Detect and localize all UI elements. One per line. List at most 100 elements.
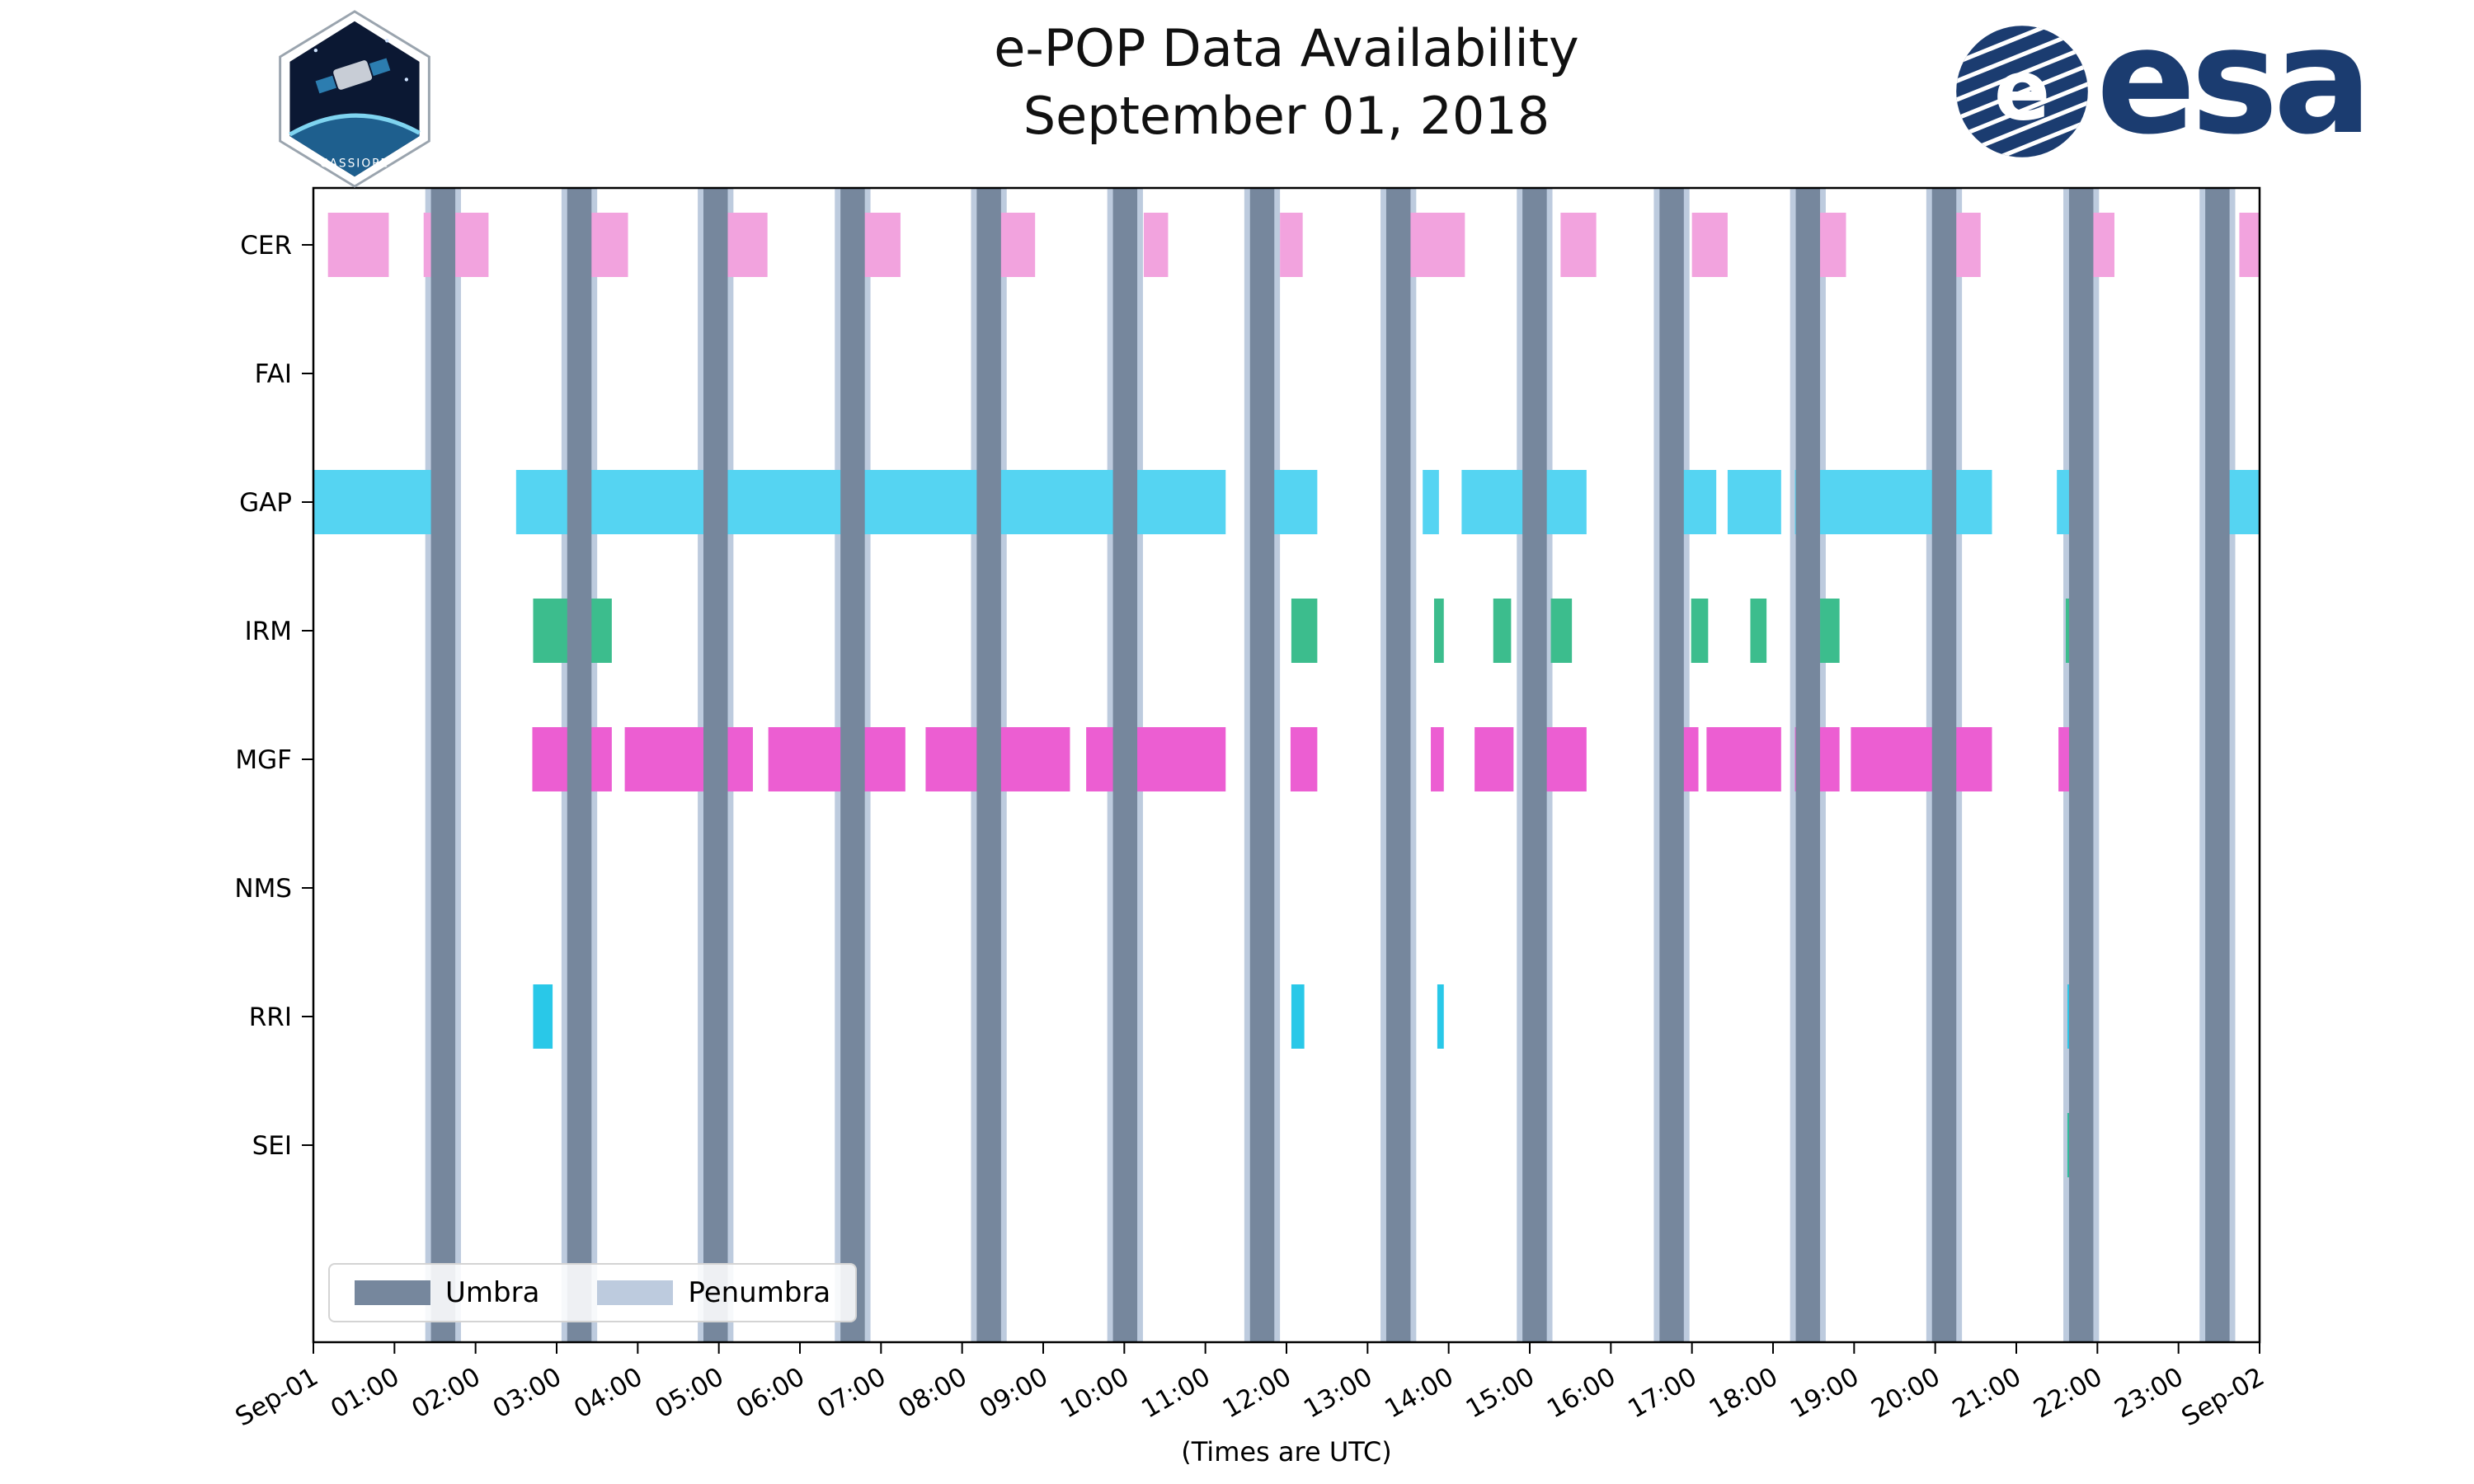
esa-wordmark: esa <box>2096 0 2373 167</box>
data-bar-irm <box>1691 599 1709 663</box>
data-bar-cer <box>1560 213 1597 277</box>
data-bar-gap <box>515 470 568 534</box>
penumbra-label: Penumbra <box>688 1276 831 1309</box>
cassiope-caption: CASSIOPE <box>320 157 389 171</box>
umbra-band <box>430 188 456 1342</box>
umbra-band <box>567 188 592 1342</box>
umbra-band <box>1385 188 1411 1342</box>
earth-limb <box>289 113 421 137</box>
y-tick-label-irm: IRM <box>245 617 292 646</box>
umbra-band <box>1112 188 1138 1342</box>
page-subtitle: September 01, 2018 <box>1023 85 1550 146</box>
star-dot <box>404 77 409 82</box>
umbra-band <box>1249 188 1275 1342</box>
x-tick-label: 10:00 <box>1056 1362 1134 1425</box>
data-bar-irm <box>1750 599 1767 663</box>
y-tick-label-sei: SEI <box>252 1131 292 1161</box>
data-bar-mgf <box>624 727 753 791</box>
y-tick-label-mgf: MGF <box>235 745 292 775</box>
x-tick-label: 22:00 <box>2029 1362 2107 1425</box>
data-bar-rri <box>533 984 553 1049</box>
x-tick-label: 02:00 <box>407 1362 485 1425</box>
x-tick-label: 07:00 <box>812 1362 891 1425</box>
plot-border <box>312 186 2261 1344</box>
cassiope-mission-patch: CASSIOPE <box>272 8 437 193</box>
x-tick-label: 20:00 <box>1866 1362 1945 1425</box>
data-bar-cer <box>2239 213 2260 277</box>
legend-item-penumbra: Penumbra <box>597 1276 830 1309</box>
umbra-label: Umbra <box>445 1276 540 1309</box>
data-bar-mgf <box>1706 727 1781 791</box>
y-tick-label-cer: CER <box>240 231 292 261</box>
esa-globe-e: e <box>1994 42 2050 139</box>
data-bar-gap <box>1273 470 1318 534</box>
data-bar-cer <box>999 213 1036 277</box>
legend-item-umbra: Umbra <box>355 1276 539 1309</box>
y-tick-label-gap: GAP <box>239 488 292 518</box>
page-title: e-POP Data Availability <box>994 18 1579 78</box>
legend: Umbra Penumbra <box>328 1263 858 1322</box>
x-tick-label: 13:00 <box>1299 1362 1377 1425</box>
data-bar-cer <box>1143 213 1169 277</box>
data-bar-mgf <box>1475 727 1514 791</box>
x-tick-label: 08:00 <box>893 1362 971 1425</box>
data-bar-mgf <box>1086 727 1226 791</box>
umbra-band <box>2205 188 2230 1342</box>
x-tick-label: Sep-01 <box>231 1362 323 1433</box>
satellite-body <box>333 60 373 90</box>
penumbra-swatch <box>597 1280 674 1305</box>
x-tick-label: 05:00 <box>650 1362 728 1425</box>
data-bar-irm <box>1433 599 1444 663</box>
x-tick-label: 18:00 <box>1705 1362 1783 1425</box>
x-tick-label: 15:00 <box>1461 1362 1540 1425</box>
x-tick-label: 03:00 <box>488 1362 567 1425</box>
data-bar-mgf <box>532 727 568 791</box>
x-tick-label: 16:00 <box>1542 1362 1620 1425</box>
x-tick-label: 09:00 <box>975 1362 1053 1425</box>
star-dot <box>313 48 318 53</box>
y-tick-label-rri: RRI <box>249 1003 292 1032</box>
cassiope-patch-icon: CASSIOPE <box>279 10 430 188</box>
umbra-band <box>1931 188 1957 1342</box>
x-axis-caption: (Times are UTC) <box>1181 1436 1392 1468</box>
data-bar-cer <box>1280 213 1303 277</box>
x-tick-label: 14:00 <box>1380 1362 1458 1425</box>
data-bar-cer <box>2090 213 2114 277</box>
data-bar-gap <box>1423 470 1439 534</box>
umbra-band <box>840 188 865 1342</box>
data-bar-mgf <box>1431 727 1444 791</box>
satellite-icon <box>315 58 391 94</box>
x-tick-label: 06:00 <box>731 1362 810 1425</box>
satellite-panel <box>369 58 391 77</box>
y-tick-label-fai: FAI <box>255 359 292 389</box>
y-tick-label-nms: NMS <box>234 874 292 904</box>
data-bar-rri <box>1437 984 1444 1049</box>
x-tick-label: 12:00 <box>1218 1362 1296 1425</box>
esa-globe-icon: e <box>1953 22 2091 161</box>
title-block: e-POP Data Availability September 01, 20… <box>313 15 2260 150</box>
data-bar-mgf <box>1290 727 1318 791</box>
data-bar-cer <box>863 213 901 277</box>
data-bar-cer <box>327 213 389 277</box>
umbra-band <box>1522 188 1547 1342</box>
earth-graphic <box>289 115 420 177</box>
umbra-band <box>1795 188 1821 1342</box>
data-bar-irm <box>533 599 568 663</box>
data-bar-gap <box>1727 470 1781 534</box>
x-tick-label: Sep-02 <box>2177 1362 2269 1433</box>
data-bar-mgf <box>1851 727 1992 791</box>
x-tick-label: 19:00 <box>1785 1362 1864 1425</box>
umbra-band <box>1659 188 1684 1342</box>
data-bar-irm <box>1550 599 1573 663</box>
satellite-panel <box>315 75 336 94</box>
esa-logo: e esa <box>1953 8 2373 165</box>
data-bar-gap <box>2223 470 2260 534</box>
umbra-band <box>703 188 728 1342</box>
data-bar-gap <box>313 470 449 534</box>
data-bar-irm <box>1493 599 1512 663</box>
data-bar-rri <box>1291 984 1305 1049</box>
data-bar-gap <box>1794 470 1992 534</box>
umbra-swatch <box>355 1280 430 1305</box>
